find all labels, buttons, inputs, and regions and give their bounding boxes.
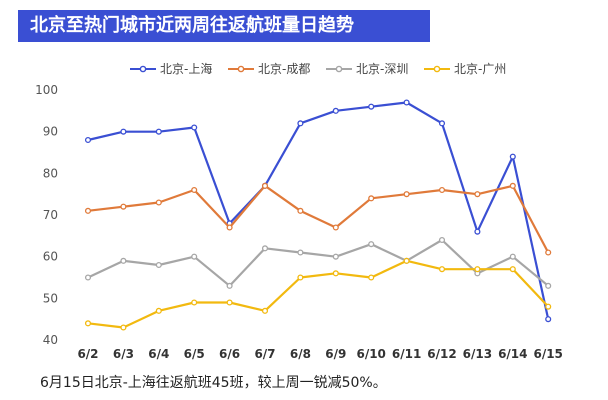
data-point (120, 203, 127, 210)
data-point (474, 266, 481, 273)
data-point (438, 120, 446, 127)
data-point (474, 191, 481, 198)
data-point (332, 253, 339, 260)
data-point (545, 303, 552, 310)
data-point (403, 191, 410, 198)
data-point (191, 253, 198, 260)
line-chart: 北京-上海 北京-成都 北京-深圳 北京-广州 40 50 60 70 80 90 100 6/2… (35, 61, 563, 361)
y-tick-label: 70 (43, 208, 58, 222)
y-tick-label: 100 (35, 83, 58, 97)
x-tick-label: 6/12 (427, 347, 456, 361)
data-point (438, 236, 446, 244)
data-point (155, 128, 162, 135)
x-tick-label: 6/5 (184, 347, 205, 361)
x-tick-label: 6/13 (463, 347, 492, 361)
legend-marker (139, 65, 147, 73)
chart-title: 北京至热门城市近两周往返航班量日趋势 (18, 10, 430, 42)
x-tick-label: 6/8 (290, 347, 311, 361)
data-point (509, 266, 516, 273)
data-point (297, 274, 304, 281)
legend-label: 北京-成都 (258, 62, 310, 76)
data-point (155, 261, 162, 269)
data-point (368, 241, 375, 248)
legend-marker (237, 65, 245, 73)
x-tick-label: 6/2 (77, 347, 98, 361)
data-point (545, 316, 552, 323)
x-axis: 6/2 6/3 6/4 6/5 6/6 6/7 6/8 6/9 6/10 6/11 6/12 6/13… (77, 347, 562, 361)
data-point (545, 249, 552, 256)
x-tick-label: 6/4 (148, 347, 169, 361)
data-point (297, 120, 304, 127)
x-tick-label: 6/7 (254, 347, 275, 361)
data-point (261, 182, 269, 189)
data-point (509, 182, 516, 189)
x-tick-label: 6/3 (113, 347, 134, 361)
series-line (87, 101, 550, 320)
data-point (191, 124, 198, 131)
data-point (403, 99, 410, 106)
x-tick-label: 6/6 (219, 347, 240, 361)
data-point (155, 307, 162, 314)
data-point (332, 270, 339, 277)
data-point (403, 257, 410, 264)
legend-label: 北京-深圳 (356, 62, 408, 76)
data-point (191, 299, 198, 306)
data-point (297, 207, 304, 214)
y-tick-label: 40 (43, 333, 58, 347)
data-point (120, 128, 127, 135)
data-point (84, 274, 92, 281)
data-point (474, 228, 481, 235)
data-point (261, 245, 269, 252)
x-tick-label: 6/15 (533, 347, 562, 361)
x-tick-label: 6/10 (356, 347, 385, 361)
series-line (87, 238, 549, 287)
x-tick-label: 6/9 (325, 347, 346, 361)
data-point (438, 266, 446, 273)
data-point (545, 282, 552, 289)
data-point (332, 107, 339, 114)
data-point (332, 224, 339, 231)
data-point (84, 207, 92, 214)
legend-label: 北京-上海 (160, 61, 212, 76)
data-point (191, 186, 198, 194)
data-point (368, 195, 375, 202)
legend-marker (433, 65, 441, 73)
data-point (84, 320, 92, 327)
legend: 北京-上海 北京-成都 北京-深圳 北京-广州 (130, 61, 506, 76)
data-point (261, 307, 269, 314)
y-tick-label: 90 (43, 125, 58, 139)
data-point (297, 249, 304, 256)
data-point (509, 153, 516, 160)
y-tick-label: 60 (43, 250, 58, 264)
data-point (368, 274, 375, 281)
y-tick-label: 50 (43, 291, 58, 305)
series-line (87, 184, 550, 254)
x-tick-label: 6/14 (498, 347, 527, 361)
y-tick-label: 80 (43, 166, 58, 180)
data-point (226, 299, 233, 306)
data-point (120, 257, 127, 264)
series-line (87, 259, 549, 329)
data-point (120, 324, 127, 331)
data-point (509, 253, 516, 260)
data-point (155, 199, 162, 206)
data-point (368, 103, 375, 110)
x-tick-label: 6/11 (392, 347, 421, 361)
legend-label: 北京-广州 (454, 62, 506, 76)
legend-marker (335, 65, 343, 73)
data-point (226, 224, 233, 231)
chart-caption: 6月15日北京-上海往返航班45班，较上周一锐减50%。 (40, 375, 387, 391)
y-axis: 40 50 60 70 80 90 100 (35, 83, 58, 347)
data-point (84, 136, 92, 144)
data-point (438, 186, 446, 194)
series-group (84, 99, 552, 331)
data-point (226, 282, 233, 289)
